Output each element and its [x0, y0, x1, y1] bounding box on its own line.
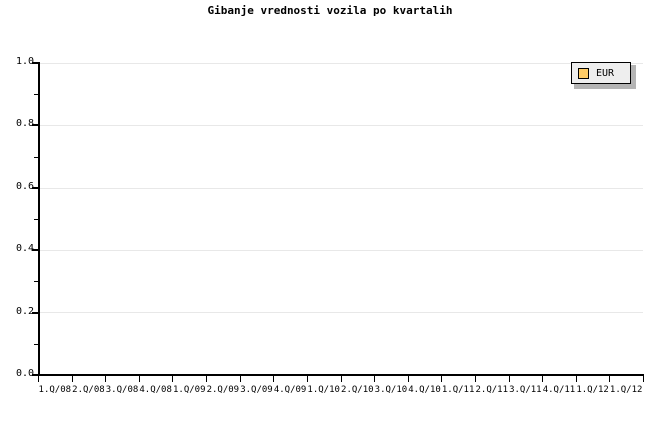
x-tick-label: 1.Q/09	[172, 385, 206, 395]
y-tick-major	[32, 249, 38, 252]
x-tick-label: 2.Q/08	[72, 385, 105, 395]
x-tick-label: 3.Q/10	[374, 385, 408, 395]
y-tick-label: 0.4	[15, 243, 34, 255]
chart-title: Gibanje vrednosti vozila po kvartalih	[207, 4, 453, 17]
x-tick-label: 2.Q/10	[341, 385, 374, 395]
data-series-layer	[38, 63, 643, 375]
x-tick	[609, 376, 610, 382]
x-tick-label: 1.Q/10	[307, 385, 340, 395]
x-tick-label: 4.Q/08	[139, 385, 172, 395]
x-tick	[408, 376, 409, 382]
gridline-0.6	[38, 188, 643, 189]
y-tick-minor	[34, 157, 38, 158]
legend[interactable]: EUR	[571, 62, 631, 84]
x-tick	[105, 376, 106, 382]
legend-label-eur: EUR	[596, 67, 615, 79]
x-tick	[307, 376, 308, 382]
y-tick-label: 0.0	[15, 368, 34, 379]
x-tick	[38, 376, 39, 382]
x-tick-label: 3.Q/09	[240, 385, 273, 395]
legend-color-swatch-eur	[578, 67, 589, 79]
x-tick	[206, 376, 207, 382]
x-tick	[139, 376, 140, 382]
x-tick	[542, 376, 543, 382]
x-tick	[240, 376, 241, 382]
y-tick-label: 0.6	[15, 180, 34, 192]
x-tick	[72, 376, 73, 382]
gridline-0.8	[38, 125, 643, 126]
x-tick	[475, 376, 476, 382]
x-tick	[374, 376, 375, 382]
y-tick-minor	[34, 344, 38, 345]
x-tick	[643, 376, 644, 382]
gridline-0.2	[38, 312, 643, 313]
y-tick-major	[32, 62, 38, 64]
x-tick-label: 4.Q/09	[273, 385, 307, 395]
x-tick	[441, 376, 442, 382]
y-tick-minor	[34, 219, 38, 220]
x-tick-label: 2.Q/09	[206, 385, 240, 395]
gridline-1.0	[38, 63, 643, 64]
x-tick-label: 1.Q/08	[38, 385, 72, 395]
x-tick-label: 3.Q/11	[509, 385, 542, 395]
y-tick-major	[32, 374, 38, 376]
y-axis-line	[38, 62, 40, 376]
y-tick-minor	[34, 94, 38, 95]
x-tick-label: 1.Q/12	[576, 385, 609, 395]
x-tick-label: 1.Q/11	[441, 385, 475, 395]
x-tick	[172, 376, 173, 382]
y-tick-label: 0.2	[15, 305, 34, 317]
x-tick-label: 1.Q/12	[609, 385, 643, 395]
x-tick-label: 2.Q/11	[475, 385, 508, 395]
x-tick	[341, 376, 342, 382]
x-tick-label: 3.Q/08	[105, 385, 139, 395]
plot-area	[38, 63, 643, 375]
y-tick-major	[32, 186, 38, 189]
x-tick-label: 4.Q/10	[408, 385, 441, 395]
x-axis-line	[38, 374, 644, 376]
gridline-0.4	[38, 250, 643, 251]
x-tick-label: 4.Q/11	[542, 385, 576, 395]
y-tick-major	[32, 124, 38, 127]
y-tick-minor	[34, 281, 38, 282]
x-tick	[273, 376, 274, 382]
y-tick-major	[32, 311, 38, 314]
x-tick	[576, 376, 577, 382]
x-tick	[509, 376, 510, 382]
y-tick-label: 0.8	[15, 118, 34, 130]
y-tick-label: 1.0	[15, 56, 34, 67]
